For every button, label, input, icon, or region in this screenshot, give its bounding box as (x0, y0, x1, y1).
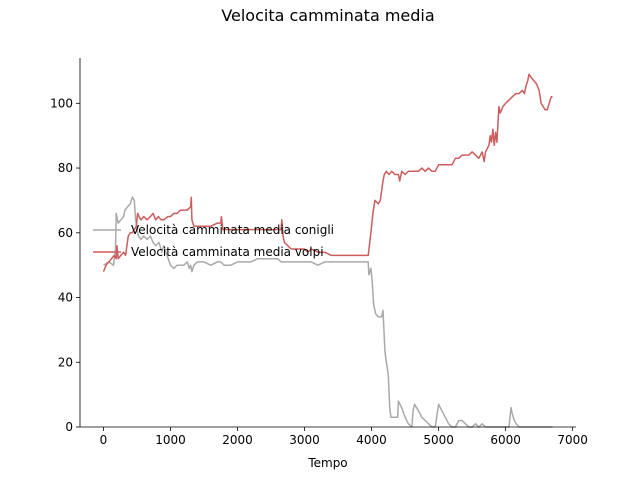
legend: Velocità camminata media conigli Velocità… (93, 223, 334, 259)
y-tick-label: 20 (58, 355, 73, 369)
y-tick-label: 40 (58, 291, 73, 305)
x-axis-label: Tempo (307, 456, 347, 470)
legend-label-0: Velocità camminata media conigli (131, 223, 334, 237)
series-line-1 (102, 73, 553, 272)
legend-label-1: Velocità camminata media volpi (131, 245, 324, 259)
chart-title: Velocita camminata media (221, 6, 434, 25)
y-tick-label: 100 (50, 96, 73, 110)
y-tick-label: 60 (58, 226, 73, 240)
x-tick-label: 2000 (222, 433, 253, 447)
x-tick-label: 0 (100, 433, 108, 447)
x-tick-label: 4000 (356, 433, 387, 447)
x-tick-label: 3000 (289, 433, 320, 447)
y-tick-label: 0 (65, 420, 73, 434)
y-tick-label: 80 (58, 161, 73, 175)
x-tick-label: 7000 (557, 433, 588, 447)
x-tick-label: 1000 (155, 433, 186, 447)
x-tick-label: 5000 (423, 433, 454, 447)
x-tick-label: 6000 (490, 433, 521, 447)
axes: 0 1000 2000 3000 4000 5000 6000 7000 0 20 40 60 80 10… (50, 58, 588, 447)
series-line-0 (103, 196, 553, 428)
plot-area (102, 73, 553, 428)
